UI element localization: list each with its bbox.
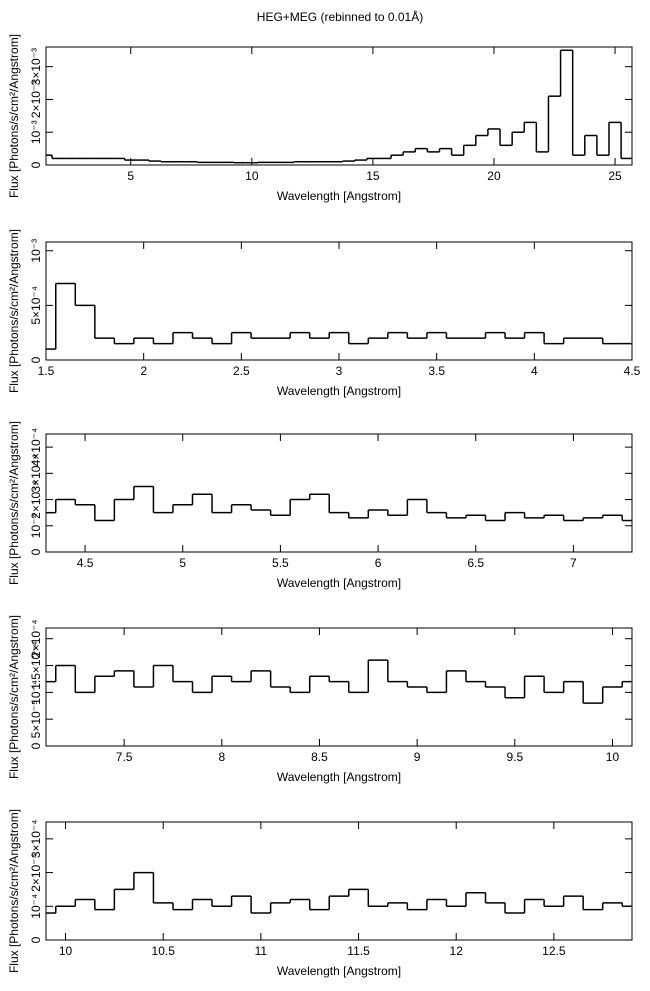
x-axis-label: Wavelength [Angstrom]	[277, 384, 401, 398]
x-tick-label: 20	[487, 169, 501, 183]
x-tick-label: 25	[608, 169, 622, 183]
x-axis-label: Wavelength [Angstrom]	[277, 770, 401, 784]
y-axis-label: Flux [Photons/s/cm²/Angstrom]	[7, 421, 21, 585]
x-tick-label: 10	[245, 169, 259, 183]
y-axis-label: Flux [Photons/s/cm²/Angstrom]	[7, 615, 21, 779]
y-tick-label: 10⁻³	[29, 120, 43, 144]
y-tick-label: 0	[29, 161, 43, 168]
x-tick-label: 4.5	[624, 364, 641, 378]
x-tick-label: 1.5	[38, 364, 55, 378]
x-tick-label: 10	[59, 944, 73, 958]
x-tick-label: 2.5	[233, 364, 250, 378]
y-tick-label: 10⁻⁴	[29, 680, 43, 705]
y-tick-label: 0	[29, 936, 43, 943]
x-tick-label: 3.5	[428, 364, 445, 378]
y-tick-label: 0	[29, 548, 43, 555]
x-tick-label: 5	[179, 556, 186, 570]
y-tick-label: 5×10⁻⁵	[29, 700, 43, 738]
y-axis-label: Flux [Photons/s/cm²/Angstrom]	[7, 34, 21, 198]
x-tick-label: 2	[140, 364, 147, 378]
x-tick-label: 12	[450, 944, 464, 958]
x-tick-label: 9.5	[506, 750, 523, 764]
y-tick-label: 2×10⁻⁴	[29, 853, 43, 892]
plot-frame	[45, 46, 633, 166]
y-tick-label: 2×10⁻⁴	[29, 619, 43, 658]
y-tick-label: 0	[29, 742, 43, 749]
plot-frame	[45, 627, 633, 747]
y-axis-label: Flux [Photons/s/cm²/Angstrom]	[7, 809, 21, 973]
y-tick-label: 2×10⁻³	[29, 81, 43, 118]
y-tick-label: 3×10⁻⁴	[29, 454, 43, 493]
x-tick-label: 11	[255, 944, 268, 958]
x-tick-label: 8	[218, 750, 225, 764]
y-tick-label: 10⁻⁴	[29, 513, 43, 538]
y-tick-label: 10⁻⁴	[29, 894, 43, 919]
x-tick-label: 10.5	[152, 944, 176, 958]
x-tick-label: 8.5	[311, 750, 328, 764]
x-tick-label: 12.5	[542, 944, 566, 958]
plot-frame	[45, 821, 633, 941]
y-tick-label: 10⁻³	[29, 239, 43, 263]
x-tick-label: 5.5	[272, 556, 289, 570]
x-axis-label: Wavelength [Angstrom]	[277, 189, 401, 203]
y-tick-label: 0	[29, 356, 43, 363]
x-tick-label: 10	[606, 750, 620, 764]
y-tick-label: 1.5×10⁻⁴	[29, 641, 43, 690]
y-tick-label: 3×10⁻⁴	[29, 820, 43, 859]
x-tick-label: 5	[127, 169, 134, 183]
x-tick-label: 11.5	[347, 944, 370, 958]
y-tick-label: 2×10⁻⁴	[29, 480, 43, 519]
x-axis-label: Wavelength [Angstrom]	[277, 576, 401, 590]
plot-frame	[45, 433, 633, 553]
x-tick-label: 7.5	[116, 750, 133, 764]
x-tick-label: 3	[336, 364, 343, 378]
x-tick-label: 4.5	[77, 556, 94, 570]
chart-title: HEG+MEG (rebinned to 0.01Å)	[257, 9, 423, 24]
x-tick-label: 4	[531, 364, 538, 378]
x-tick-label: 7	[570, 556, 577, 570]
x-tick-label: 6.5	[467, 556, 484, 570]
x-tick-label: 15	[366, 169, 380, 183]
x-axis-label: Wavelength [Angstrom]	[277, 964, 401, 978]
x-tick-label: 6	[375, 556, 382, 570]
y-axis-label: Flux [Photons/s/cm²/Angstrom]	[7, 229, 21, 393]
y-tick-label: 3×10⁻³	[29, 48, 43, 85]
x-tick-label: 9	[414, 750, 421, 764]
y-tick-label: 5×10⁻⁴	[29, 286, 43, 325]
y-tick-label: 4×10⁻⁴	[29, 428, 43, 467]
